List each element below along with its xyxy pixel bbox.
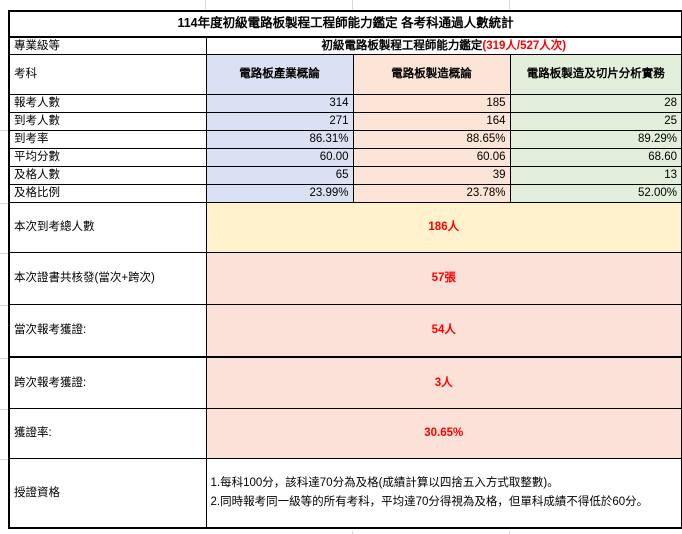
gridline-stub — [509, 0, 510, 10]
cell-value: 23.78% — [352, 183, 511, 203]
cell-value: 60.00 — [205, 147, 354, 167]
cell-value: 60.06 — [352, 147, 511, 167]
summary-value: 57張 — [205, 251, 682, 305]
gridline-stub — [0, 130, 8, 131]
row-label: 當次報考獲證: — [8, 303, 207, 358]
summary-value: 54人 — [205, 303, 682, 358]
row-label: 獲證率: — [8, 407, 207, 459]
row-label: 報考人數 — [8, 93, 207, 113]
cell-value: 185 — [352, 93, 511, 113]
subject-col-1: 電路板產業概論 — [205, 53, 354, 95]
gridline-stub — [0, 358, 8, 359]
criteria-row: 授證資格 1.每科100分，該科達70分為及格(成績計算以四捨五入方式取整數)。… — [8, 457, 682, 529]
gridline-stub — [352, 531, 353, 534]
title-row: 114年度初級電路板製程工程師能力鑑定 各考科通過人數統計 — [8, 10, 682, 38]
stat-row-average-score: 平均分數 60.00 60.06 68.60 — [8, 147, 682, 167]
criteria-text: 1.每科100分，該科達70分為及格(成績計算以四捨五入方式取整數)。 2.同時… — [205, 457, 682, 529]
gridline-stub — [0, 203, 8, 204]
stat-row-registered: 報考人數 314 185 28 — [8, 93, 682, 113]
gridline-stub — [0, 459, 8, 460]
level-value: 初級電路板製程工程師能力鑑定(319人/527人次) — [205, 36, 682, 55]
cell-value: 89.29% — [509, 129, 682, 149]
exam-stats-table: 114年度初級電路板製程工程師能力鑑定 各考科通過人數統計 專業級等 初級電路板… — [8, 10, 682, 529]
subject-col-3: 電路板製造及切片分析實務 — [509, 53, 682, 95]
row-label: 跨次報考獲證: — [8, 356, 207, 409]
gridline-stub — [205, 0, 206, 10]
level-label: 專業級等 — [8, 36, 207, 55]
cell-value: 39 — [352, 165, 511, 185]
subject-header-row: 考科 電路板產業概論 電路板製造概論 電路板製造及切片分析實務 — [8, 53, 682, 95]
cell-value: 23.99% — [205, 183, 354, 203]
stat-row-pass-rate: 及格比例 23.99% 23.78% 52.00% — [8, 183, 682, 203]
row-label: 平均分數 — [8, 147, 207, 167]
cell-value: 86.31% — [205, 129, 354, 149]
criteria-line-1: 1.每科100分，該科達70分為及格(成績計算以四捨五入方式取整數)。 — [210, 476, 559, 489]
row-label: 授證資格 — [8, 457, 207, 529]
level-value-text: 初級電路板製程工程師能力鑑定 — [321, 39, 483, 52]
cell-value: 52.00% — [509, 183, 682, 203]
level-row: 專業級等 初級電路板製程工程師能力鑑定(319人/527人次) — [8, 36, 682, 55]
summary-row-certificates-issued: 本次證書共核發(當次+跨次) 57張 — [8, 251, 682, 305]
stat-row-passed-count: 及格人數 65 39 13 — [8, 165, 682, 185]
criteria-line-2: 2.同時報考同一級等的所有考科，平均達70分得視為及格，但單科成績不得低於60分… — [210, 495, 649, 508]
summary-row-certification-rate: 獲證率: 30.65% — [8, 407, 682, 459]
stat-row-attendance-rate: 到考率 86.31% 88.65% 89.29% — [8, 129, 682, 149]
row-label: 到考率 — [8, 129, 207, 149]
cell-value: 68.60 — [509, 147, 682, 167]
row-label: 到考人數 — [8, 111, 207, 131]
summary-value: 30.65% — [205, 407, 682, 459]
row-label: 本次證書共核發(當次+跨次) — [8, 251, 207, 305]
gridline-stub — [0, 409, 8, 410]
summary-row-cross-session-certified: 跨次報考獲證: 3人 — [8, 356, 682, 409]
cell-value: 271 — [205, 111, 354, 131]
cell-value: 25 — [509, 111, 682, 131]
stat-row-attended: 到考人數 271 164 25 — [8, 111, 682, 131]
gridline-stub — [0, 253, 8, 254]
cell-value: 13 — [509, 165, 682, 185]
subject-col-2: 電路板製造概論 — [352, 53, 511, 95]
cell-value: 314 — [205, 93, 354, 113]
level-value-counts: (319人/527人次) — [482, 39, 567, 52]
cell-value: 88.65% — [352, 129, 511, 149]
gridline-stub — [0, 305, 8, 306]
row-label: 及格比例 — [8, 183, 207, 203]
cell-value: 164 — [352, 111, 511, 131]
summary-row-current-session-certified: 當次報考獲證: 54人 — [8, 303, 682, 358]
cell-value: 65 — [205, 165, 354, 185]
gridline-stub — [509, 531, 510, 534]
cell-value: 28 — [509, 93, 682, 113]
summary-row-total-attended: 本次到考總人數 186人 — [8, 201, 682, 253]
summary-value: 186人 — [205, 201, 682, 253]
row-label: 本次到考總人數 — [8, 201, 207, 253]
row-label: 及格人數 — [8, 165, 207, 185]
gridline-stub — [352, 0, 353, 10]
subjects-label: 考科 — [8, 53, 207, 95]
page-title: 114年度初級電路板製程工程師能力鑑定 各考科通過人數統計 — [8, 10, 682, 38]
summary-value: 3人 — [205, 356, 682, 409]
